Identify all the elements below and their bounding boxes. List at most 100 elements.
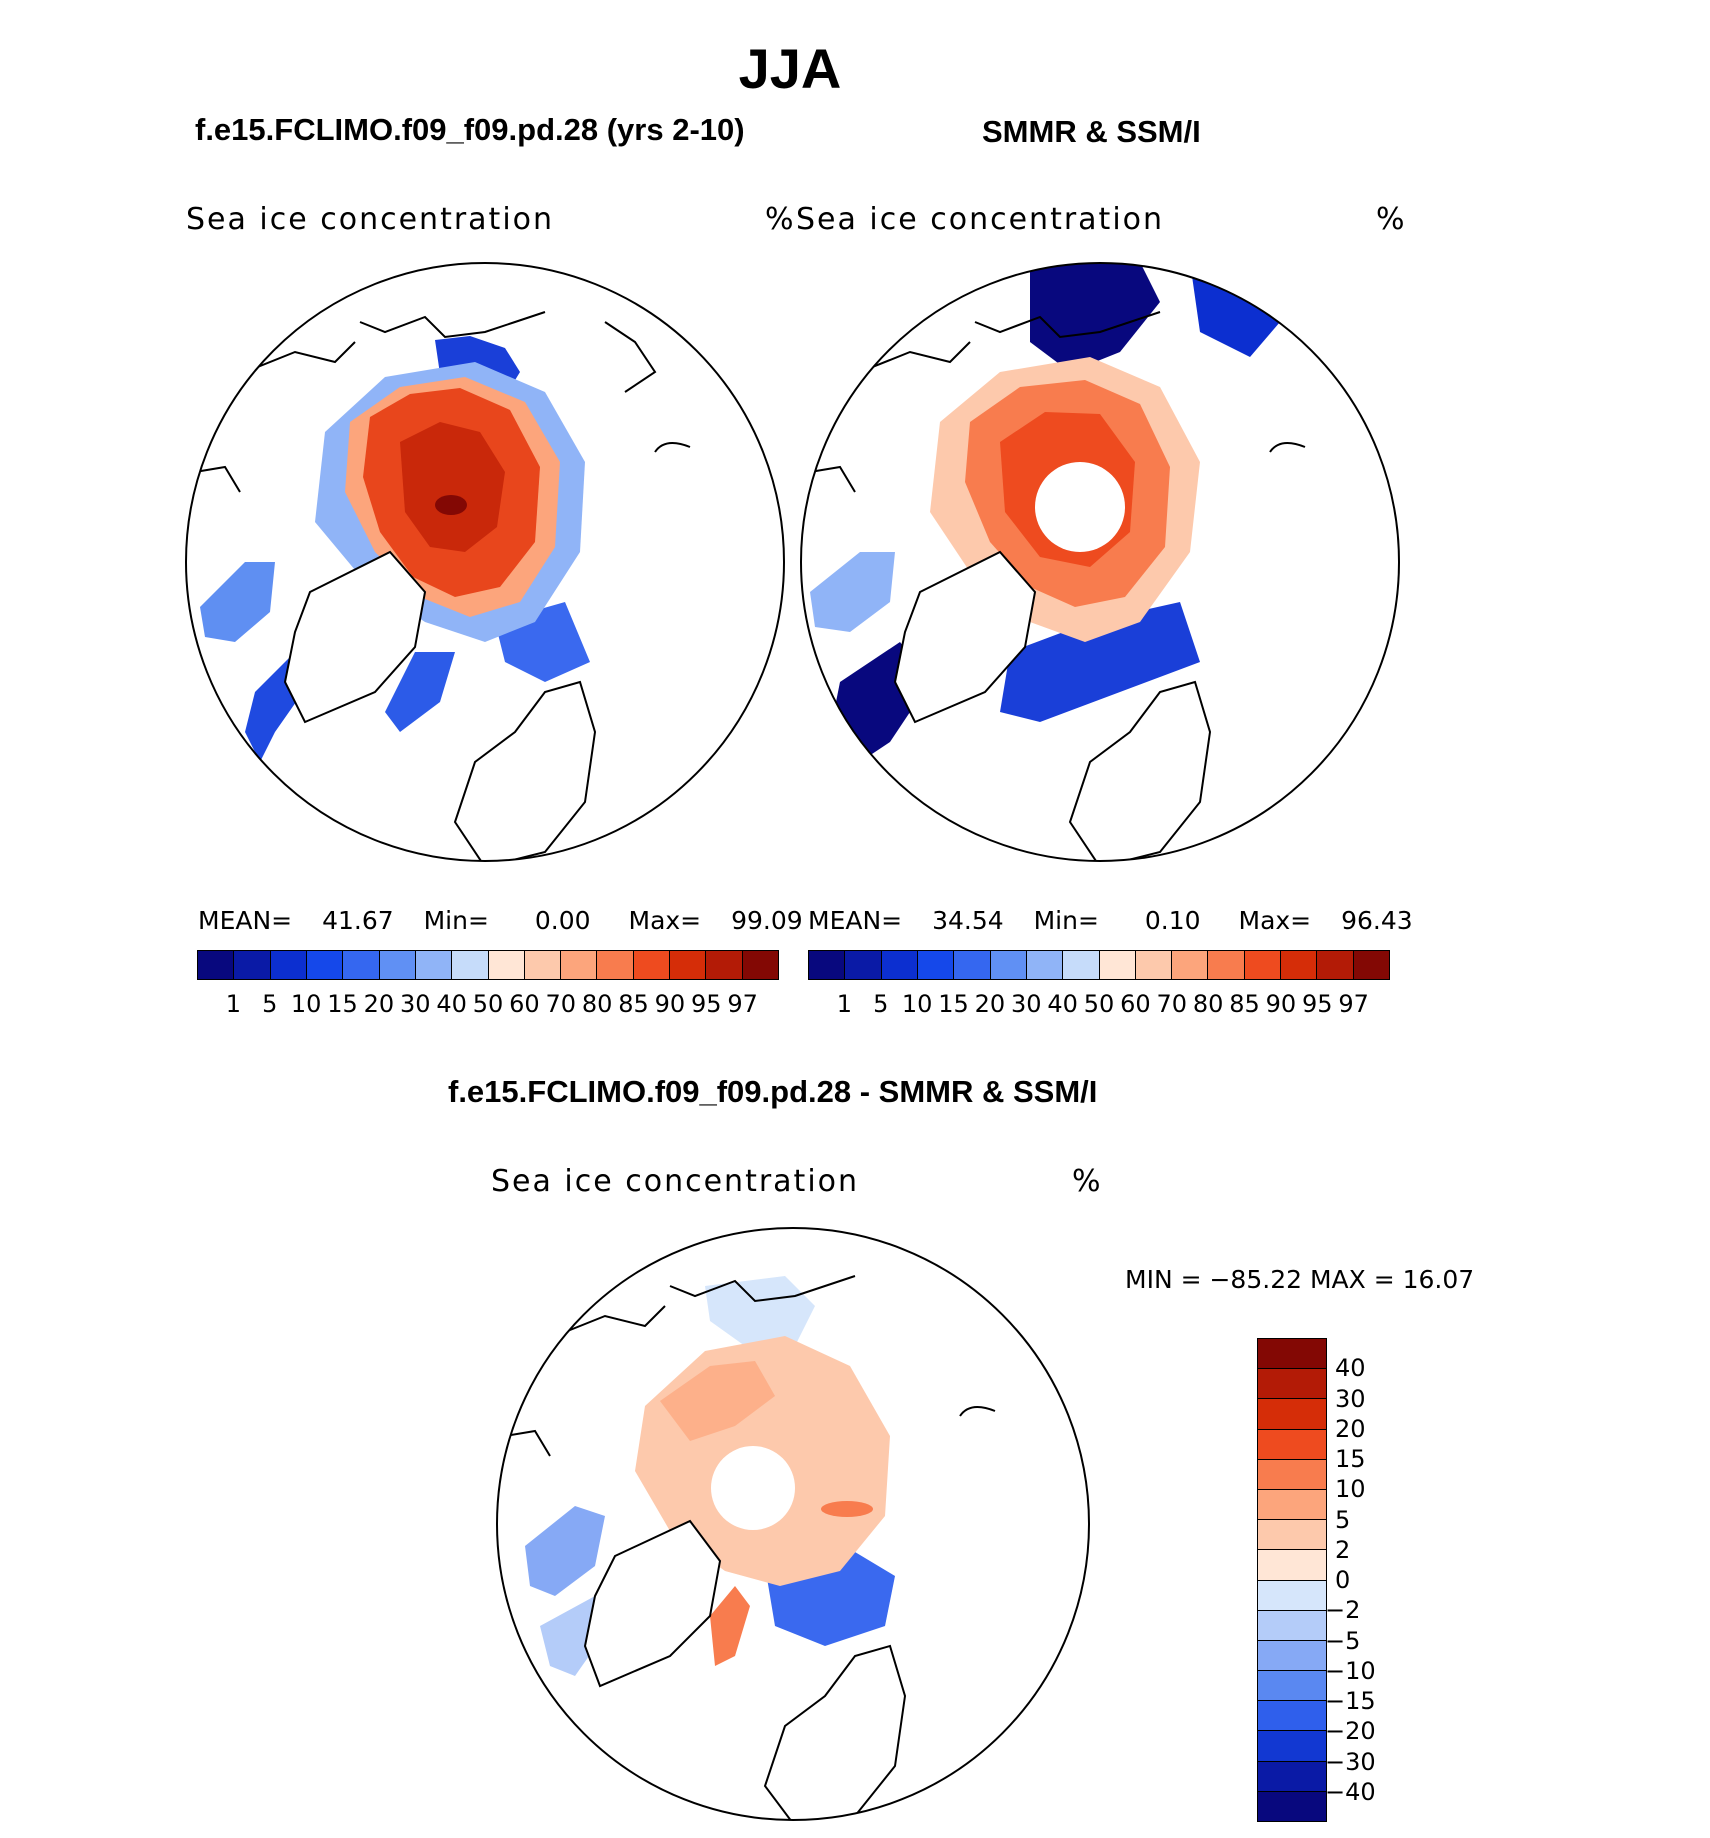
colorbar-difference-tick-label: 2 — [1335, 1535, 1351, 1564]
colorbar-difference-swatch — [1258, 1761, 1326, 1792]
panel2-max-label: Max= — [1238, 906, 1312, 935]
baffin-ice — [810, 552, 895, 632]
colorbar-panel1-ticks: 1 5 10 15 20 30 40 50 60 70 80 85 90 95 97 — [197, 990, 779, 1020]
figure-title: JJA — [738, 37, 842, 100]
colorbar-panel1-tick-label: 85 — [618, 990, 649, 1018]
colorbar-difference-tick-label: 15 — [1335, 1445, 1366, 1473]
colorbar-panel2-tick-label: 1 — [836, 990, 853, 1018]
colorbar-panel2-swatch — [1244, 951, 1282, 979]
colorbar-difference-swatch — [1258, 1580, 1326, 1611]
colorbar-panel1-swatch — [706, 951, 743, 979]
colorbar-panel1-swatch — [415, 951, 453, 979]
panel1-units: % — [765, 202, 796, 237]
colorbar-panel1-swatch — [561, 951, 598, 979]
colorbar-panel1-tick-label: 70 — [545, 990, 577, 1018]
baffin-diff — [525, 1506, 605, 1596]
colorbar-panel2-swatch — [1172, 951, 1209, 979]
panel1-min: 0.00 — [534, 906, 591, 935]
colorbar-panel1-swatch — [742, 951, 778, 979]
map-panel1 — [185, 262, 785, 862]
colorbar-difference-swatch — [1258, 1640, 1326, 1672]
colorbar-panel2-tick-label: 90 — [1265, 990, 1297, 1018]
colorbar-difference-swatch — [1258, 1671, 1326, 1702]
colorbar-panel2-tick-label: 10 — [901, 990, 933, 1018]
colorbar-panel1-swatch — [597, 951, 634, 979]
colorbar-difference-swatch — [1258, 1610, 1326, 1641]
greenland — [283, 550, 427, 724]
colorbar-difference-swatch — [1258, 1791, 1326, 1821]
colorbar-panel1-swatch — [306, 951, 344, 979]
panel2-mean: 34.54 — [932, 906, 1004, 935]
colorbar-panel2-tick-label: 70 — [1156, 990, 1188, 1018]
map-panel2 — [800, 262, 1400, 862]
map-difference — [496, 1227, 1090, 1821]
panel3-subtitle: f.e15.FCLIMO.f09_f09.pd.28 - SMMR & SSM/… — [448, 1074, 1098, 1109]
colorbar-panel2-tick-label: 15 — [938, 990, 969, 1018]
colorbar-difference-swatch — [1258, 1369, 1326, 1400]
colorbar-difference-swatch — [1258, 1489, 1326, 1521]
greenland-east-ice — [385, 652, 455, 732]
colorbar-difference-tick-label: −40 — [1325, 1777, 1376, 1806]
colorbar-panel1-swatch — [270, 951, 307, 979]
colorbar-panel2-tick-label: 5 — [873, 990, 889, 1018]
kara-diff — [821, 1501, 873, 1517]
greenland — [583, 1519, 722, 1688]
panel2-mean-label: MEAN= — [808, 906, 903, 935]
panel3-label: Sea ice concentration — [491, 1164, 860, 1199]
colorbar-panel1-tick-label: 95 — [690, 990, 722, 1018]
panel1-max: 99.09 — [731, 906, 803, 935]
panel1-min-label: Min= — [423, 906, 489, 935]
colorbar-panel1-tick-label: 80 — [581, 990, 613, 1018]
colorbar-panel1-swatch — [524, 951, 562, 979]
panel1-mean: 41.67 — [322, 906, 394, 935]
colorbar-panel2-swatch — [954, 951, 991, 979]
colorbar-difference-tick-label: 20 — [1335, 1414, 1366, 1443]
colorbar-panel1-swatch — [670, 951, 707, 979]
colorbar-panel1-tick-label: 97 — [727, 990, 758, 1018]
colorbar-difference — [1257, 1338, 1327, 1822]
panel2-min-label: Min= — [1033, 906, 1099, 935]
colorbar-panel2-swatch — [1026, 951, 1064, 979]
panel1-stats: MEAN= 41.67 Min= 0.00 Max= 99.09 — [198, 906, 803, 935]
colorbar-panel1-tick-label: 50 — [472, 990, 504, 1018]
colorbar-panel1 — [197, 950, 779, 980]
colorbar-panel1-swatch — [633, 951, 671, 979]
colorbar-difference-tick-label: −15 — [1325, 1687, 1376, 1715]
colorbar-panel2-tick-label: 80 — [1192, 990, 1224, 1018]
colorbar-panel2-tick-label: 95 — [1301, 990, 1333, 1018]
panel1-mean-label: MEAN= — [198, 906, 293, 935]
okhotsk-ice — [1190, 263, 1280, 357]
colorbar-difference-tick-label: 5 — [1335, 1505, 1351, 1534]
panel2-stats: MEAN= 34.54 Min= 0.10 Max= 96.43 — [808, 906, 1413, 935]
basin-diff-2 — [660, 1361, 775, 1441]
colorbar-panel2-tick-label: 60 — [1120, 990, 1151, 1018]
colorbar-panel1-tick-label: 15 — [327, 990, 358, 1018]
colorbar-panel2-swatch — [917, 951, 955, 979]
pole-hole — [1035, 462, 1125, 552]
colorbar-panel2-swatch — [809, 951, 846, 979]
colorbar-panel2-swatch — [1281, 951, 1318, 979]
colorbar-panel2-tick-label: 40 — [1047, 990, 1078, 1018]
colorbar-difference-tick-label: −5 — [1325, 1626, 1361, 1655]
colorbar-difference-tick-label: 30 — [1335, 1384, 1366, 1413]
panel1-label: Sea ice concentration — [186, 202, 555, 237]
colorbar-difference-swatch — [1258, 1731, 1326, 1762]
colorbar-difference-tick-label: 10 — [1335, 1475, 1366, 1504]
greenland — [893, 550, 1037, 724]
bering-diff — [705, 1276, 815, 1346]
panel2-subtitle: SMMR & SSM/I — [982, 114, 1201, 149]
colorbar-panel1-swatch — [343, 951, 380, 979]
colorbar-panel2-tick-label: 30 — [1010, 990, 1042, 1018]
fram-diff — [710, 1586, 750, 1666]
colorbar-difference-ticks: 40 30 20 15 10 5 2 0 −2 −5 −10 −15 −20 −30 −40 — [1325, 1338, 1455, 1822]
colorbar-difference-swatch — [1258, 1550, 1326, 1581]
colorbar-difference-tick-label: 40 — [1335, 1354, 1366, 1383]
colorbar-panel2-swatch — [1317, 951, 1354, 979]
panel3-minmax: MIN = −85.22 MAX = 16.07 — [1125, 1265, 1475, 1294]
colorbar-panel1-swatch — [234, 951, 271, 979]
bering-ice — [1030, 263, 1160, 372]
panel1-subtitle: f.e15.FCLIMO.f09_f09.pd.28 (yrs 2-10) — [195, 112, 745, 147]
ice-97 — [435, 495, 467, 515]
panel2-units: % — [1376, 202, 1407, 237]
greenland-sea-ice — [1000, 602, 1200, 722]
